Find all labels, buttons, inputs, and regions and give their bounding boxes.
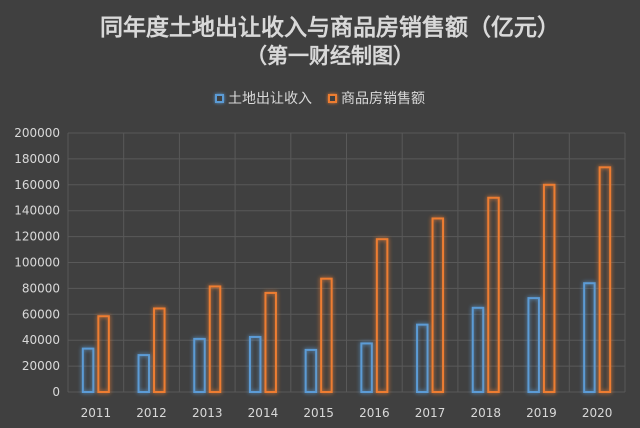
x-tick-label: 2020: [582, 406, 613, 420]
bar-housing-sales: [97, 315, 110, 393]
y-tick-label: 180000: [14, 152, 60, 166]
bar-housing-sales: [264, 291, 277, 393]
bar-land-revenue: [583, 282, 596, 393]
legend-label-sales: 商品房销售额: [341, 91, 425, 107]
y-tick-label: 0: [52, 385, 60, 399]
bar-land-revenue: [137, 354, 151, 393]
bar-housing-sales: [375, 238, 389, 393]
bar-land-revenue: [193, 337, 206, 393]
bar-land-revenue: [81, 347, 95, 393]
x-tick-label: 2018: [470, 406, 501, 420]
y-axis-ticks: 0 20000 40000 60000 80000 100000 120000 140000 1…: [14, 126, 60, 399]
bar-land-revenue: [360, 342, 373, 393]
chart-title: 同年度土地出让收入与商品房销售额（亿元）: [100, 14, 560, 41]
legend-label-land: 土地出让收入: [228, 91, 312, 107]
y-tick-label: 200000: [14, 126, 60, 140]
bars: [81, 166, 612, 394]
bar-land-revenue: [471, 306, 485, 394]
x-tick-label: 2016: [359, 406, 390, 420]
legend-item-sales: 商品房销售额: [328, 88, 425, 108]
bar-housing-sales: [598, 166, 612, 393]
x-axis-ticks: 2011 2012 2013 2014 2015 2016 2017 2018 2019 2020: [81, 406, 613, 420]
y-tick-label: 20000: [22, 359, 60, 373]
grid-lines: [67, 132, 626, 393]
y-tick-label: 120000: [14, 230, 60, 244]
x-tick-label: 2015: [303, 406, 334, 420]
y-tick-label: 40000: [22, 333, 60, 347]
y-tick-label: 80000: [22, 281, 60, 295]
bar-land-revenue: [304, 348, 318, 394]
legend-swatch-sales: [328, 93, 337, 103]
y-tick-label: 60000: [22, 307, 60, 321]
y-tick-label: 140000: [14, 204, 60, 218]
bar-housing-sales: [542, 183, 556, 393]
legend-item-land: 土地出让收入: [215, 88, 312, 108]
chart-subtitle: （第一财经制图）: [246, 43, 414, 68]
legend-swatch-land: [215, 93, 224, 103]
y-tick-label: 100000: [14, 256, 60, 270]
x-tick-label: 2011: [81, 406, 112, 420]
x-tick-label: 2013: [192, 406, 223, 420]
x-tick-label: 2014: [248, 406, 279, 420]
bar-housing-sales: [431, 217, 445, 393]
bar-housing-sales: [487, 196, 500, 393]
bar-land-revenue: [248, 335, 262, 393]
x-tick-label: 2017: [415, 406, 446, 420]
bar-housing-sales: [320, 277, 333, 393]
bar-land-revenue: [527, 297, 540, 393]
y-tick-label: 160000: [14, 178, 60, 192]
bar-land-revenue: [416, 323, 429, 393]
x-tick-label: 2012: [136, 406, 167, 420]
x-tick-label: 2019: [526, 406, 557, 420]
bar-housing-sales: [208, 285, 222, 393]
bar-housing-sales: [153, 307, 166, 393]
legend: 土地出让收入 商品房销售额: [0, 88, 640, 108]
